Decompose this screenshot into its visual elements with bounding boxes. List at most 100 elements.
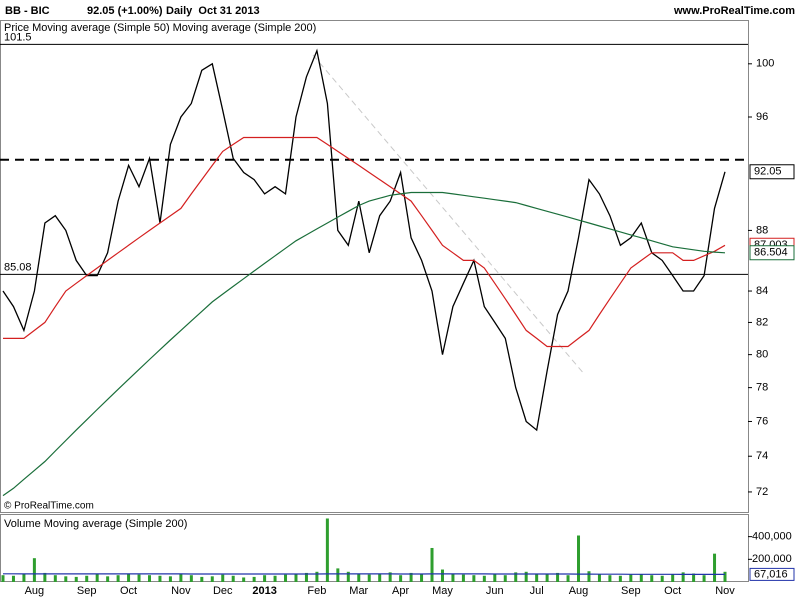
x-tick-label: Aug [25,585,45,597]
x-tick-label: Mar [349,585,368,597]
x-tick-label: Jun [486,585,504,597]
volume-bar [231,575,235,582]
volume-bar [461,574,465,582]
y-tick-label: 80 [756,349,768,361]
volume-bar [147,575,151,582]
x-tick-label: May [432,585,453,597]
volume-bar [263,575,267,582]
volume-bar [608,575,612,582]
volume-bar [11,575,15,582]
volume-bar [127,573,131,582]
volume-bar [304,572,308,582]
volume-bar [420,573,424,582]
last-value-box [749,164,795,180]
volume-bar [22,574,26,582]
y-tick-label: 72 [756,486,768,498]
volume-bar [32,558,36,582]
legend-entry: Moving average (Simple 200) [44,518,188,530]
price-line [2,48,726,432]
source: www.ProRealTime.com [673,5,795,17]
volume-bar [43,572,47,582]
volume-bar [284,574,288,582]
volume-bar [399,575,403,582]
volume-bar [713,553,717,582]
reference-label: 101.5 [4,31,32,43]
price-change: 92.05 (+1.00%) [87,5,163,17]
moving-average [3,136,726,348]
volume-bar [388,572,392,582]
x-tick-label: 2013 [252,585,276,597]
volume-bar [367,574,371,582]
volume-bar [535,573,539,582]
x-tick-label: Nov [171,585,191,597]
volume-bar [692,573,696,582]
y-tick-label: 88 [756,224,768,236]
volume-bar [702,575,706,582]
volume-bar [357,573,361,582]
volume-bar [514,572,518,582]
price-panel [0,20,749,513]
volume-bar [430,547,434,582]
volume-bar [95,574,99,582]
volume-bar [106,576,110,582]
x-tick-label: Oct [664,585,681,597]
volume-bar [221,574,225,582]
volume-bar [378,574,382,582]
volume-bar [577,535,581,582]
volume-bar [346,571,350,582]
x-tick-label: Dec [213,585,233,597]
y-tick-label: 96 [756,111,768,123]
volume-bar [137,574,141,582]
last-value-label: 67,016 [754,568,788,580]
volume-bar [660,575,664,582]
volume-bar [409,572,413,582]
volume-bar [179,574,183,582]
volume-bar [556,572,560,582]
last-value-box [749,567,795,581]
y-tick-label: 400,000 [752,531,792,543]
volume-bar [524,571,528,582]
volume-bar [587,571,591,582]
volume-bar [273,575,277,582]
volume-bar [618,575,622,582]
y-tick-label: 82 [756,316,768,328]
y-tick-label: 74 [756,450,768,462]
volume-bar [315,571,319,582]
volume-bar [158,575,162,582]
x-tick-label: Oct [120,585,137,597]
volume-bar [210,576,214,582]
volume-bar [74,576,78,582]
reference-label: 85.08 [4,261,32,273]
volume-bar [64,576,68,582]
volume-bar [671,574,675,582]
volume-bar [242,577,246,582]
last-value-box [749,245,795,261]
volume-bar [294,574,298,582]
volume-bar [336,568,340,582]
volume-bar [566,575,570,582]
volume-bar [503,575,507,582]
volume-bar [451,573,455,582]
volume-bar [200,576,204,582]
volume-bar [252,576,256,582]
volume-bar [1,575,5,582]
last-value-label: 86.504 [754,247,788,259]
volume-bar [639,574,643,582]
copyright: © ProRealTime.com [4,501,94,512]
date-label: Daily Oct 31 2013 [166,5,260,17]
volume-bar [597,574,601,582]
volume-bar [189,575,193,582]
x-tick-label: Sep [77,585,97,597]
last-value-label: 92.05 [754,166,782,178]
volume-bar [493,574,497,582]
moving-average [2,191,726,497]
volume-bar [545,574,549,582]
y-tick-label: 76 [756,415,768,427]
volume-bar [482,575,486,582]
x-tick-label: Feb [307,585,326,597]
volume-bar [472,575,476,582]
legend-entry: Moving average (Simple 200) [173,22,317,34]
volume-moving-average [3,573,725,575]
